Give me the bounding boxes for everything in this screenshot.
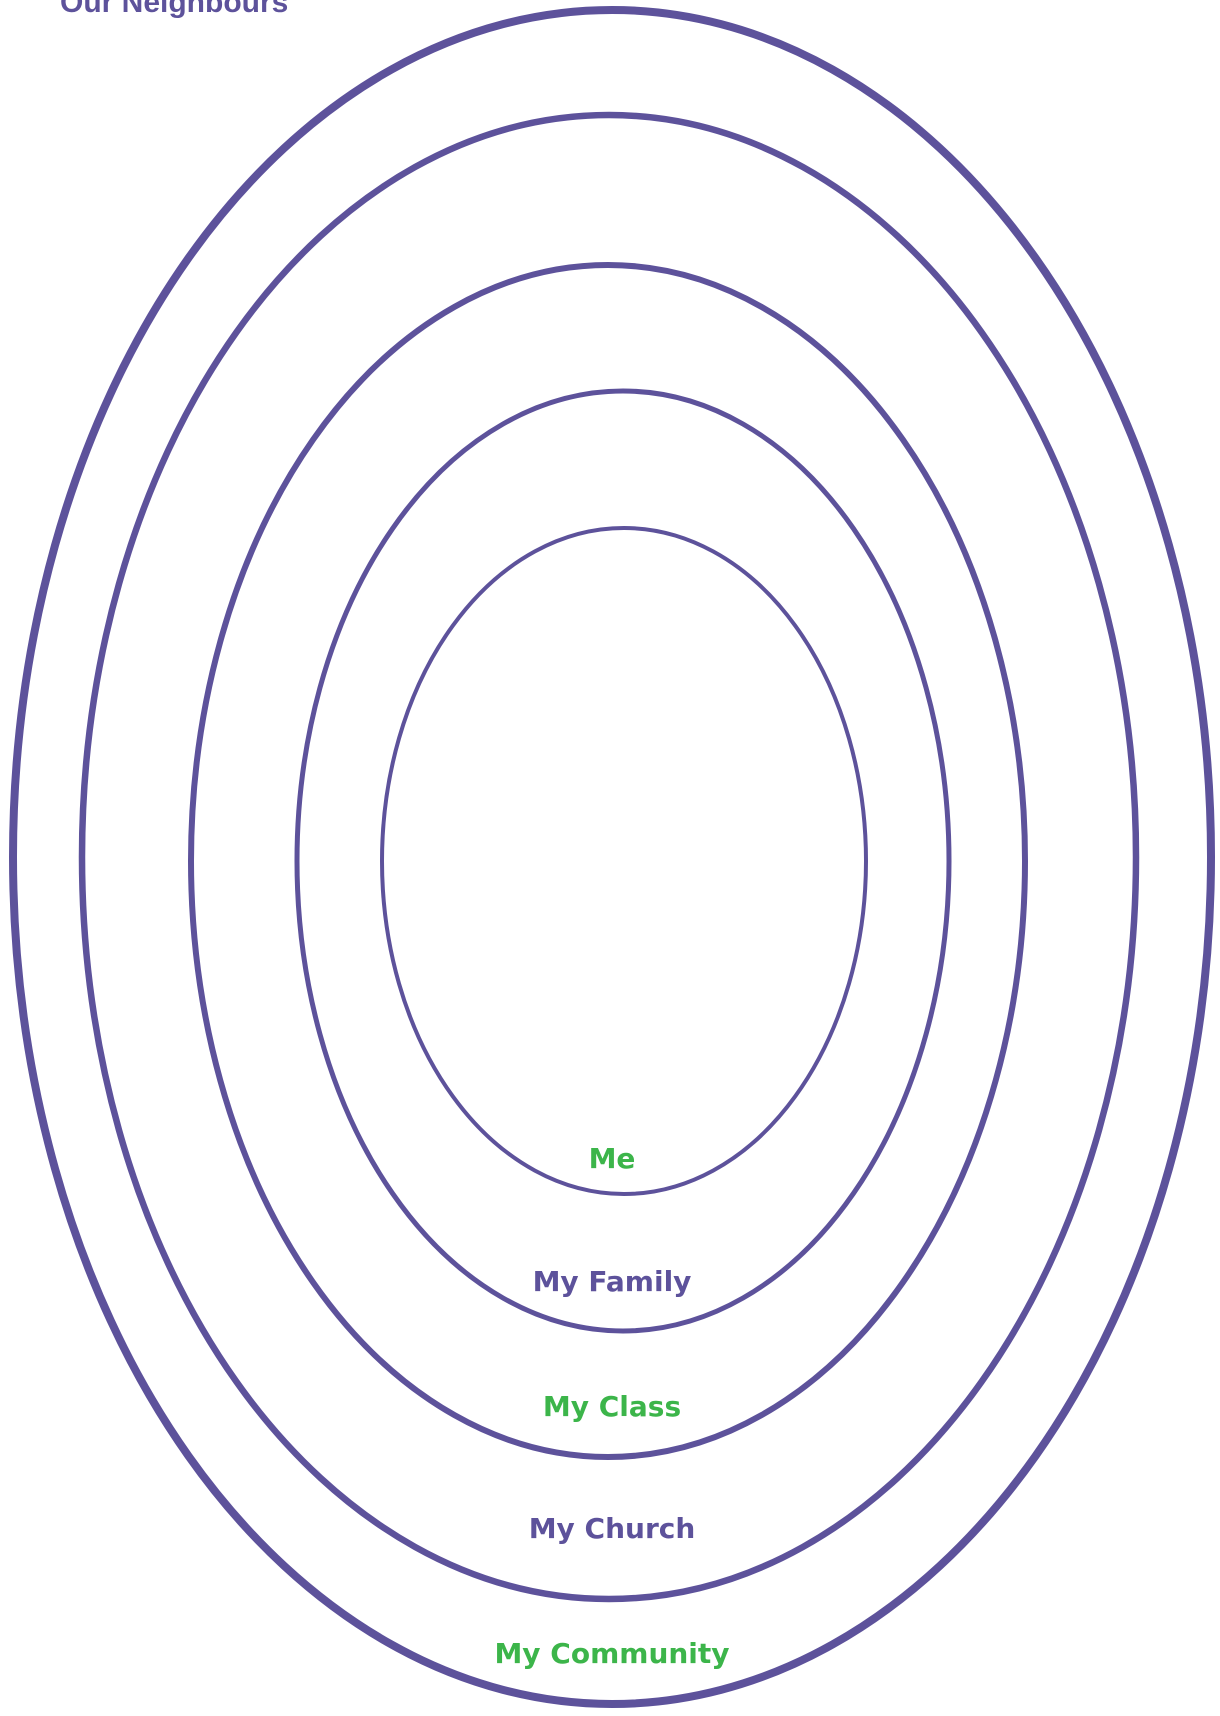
label-group: My Community My Church My Class My Family Me [494, 1142, 729, 1670]
ring-label: My Class [543, 1390, 681, 1423]
ring-label: My Community [494, 1637, 729, 1670]
ellipse-group [9, 6, 1215, 1708]
page-title: Our Neighbours [60, 0, 289, 19]
ring-label: Me [589, 1142, 636, 1175]
ring-ellipse [9, 6, 1215, 1708]
ring-ellipse [78, 111, 1140, 1603]
ring-ellipse [380, 526, 868, 1196]
ring-ellipse [294, 388, 952, 1334]
ring-label: My Church [529, 1512, 696, 1545]
ring-label: My Family [533, 1265, 692, 1298]
ring-ellipse [188, 262, 1028, 1460]
